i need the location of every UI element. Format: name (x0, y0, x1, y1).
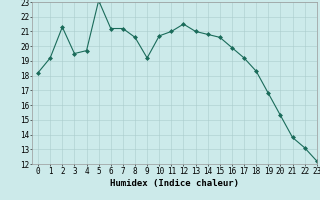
X-axis label: Humidex (Indice chaleur): Humidex (Indice chaleur) (110, 179, 239, 188)
